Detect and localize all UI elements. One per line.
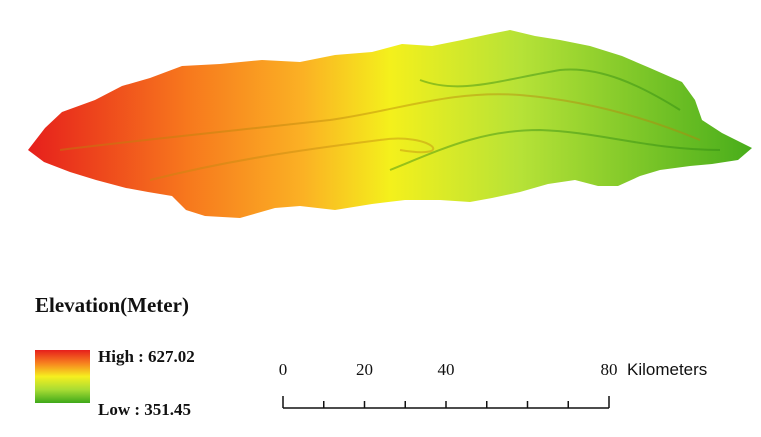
legend-title: Elevation(Meter) (35, 293, 189, 317)
legend-low-label: Low : 351.45 (98, 400, 191, 419)
scale-tick-label: 0 (279, 360, 288, 379)
map-figure: Elevation(Meter) High : 627.02 Low : 351… (0, 0, 761, 437)
elevation-surface (28, 30, 752, 218)
scale-tick-label: 80 (601, 360, 618, 379)
legend-high-label: High : 627.02 (98, 347, 195, 366)
legend-color-ramp (35, 350, 90, 403)
watershed (28, 30, 752, 218)
scale-tick-label: 40 (438, 360, 455, 379)
scale-tick-label: 20 (356, 360, 373, 379)
scale-bar (283, 396, 609, 408)
scale-unit: Kilometers (627, 360, 707, 379)
